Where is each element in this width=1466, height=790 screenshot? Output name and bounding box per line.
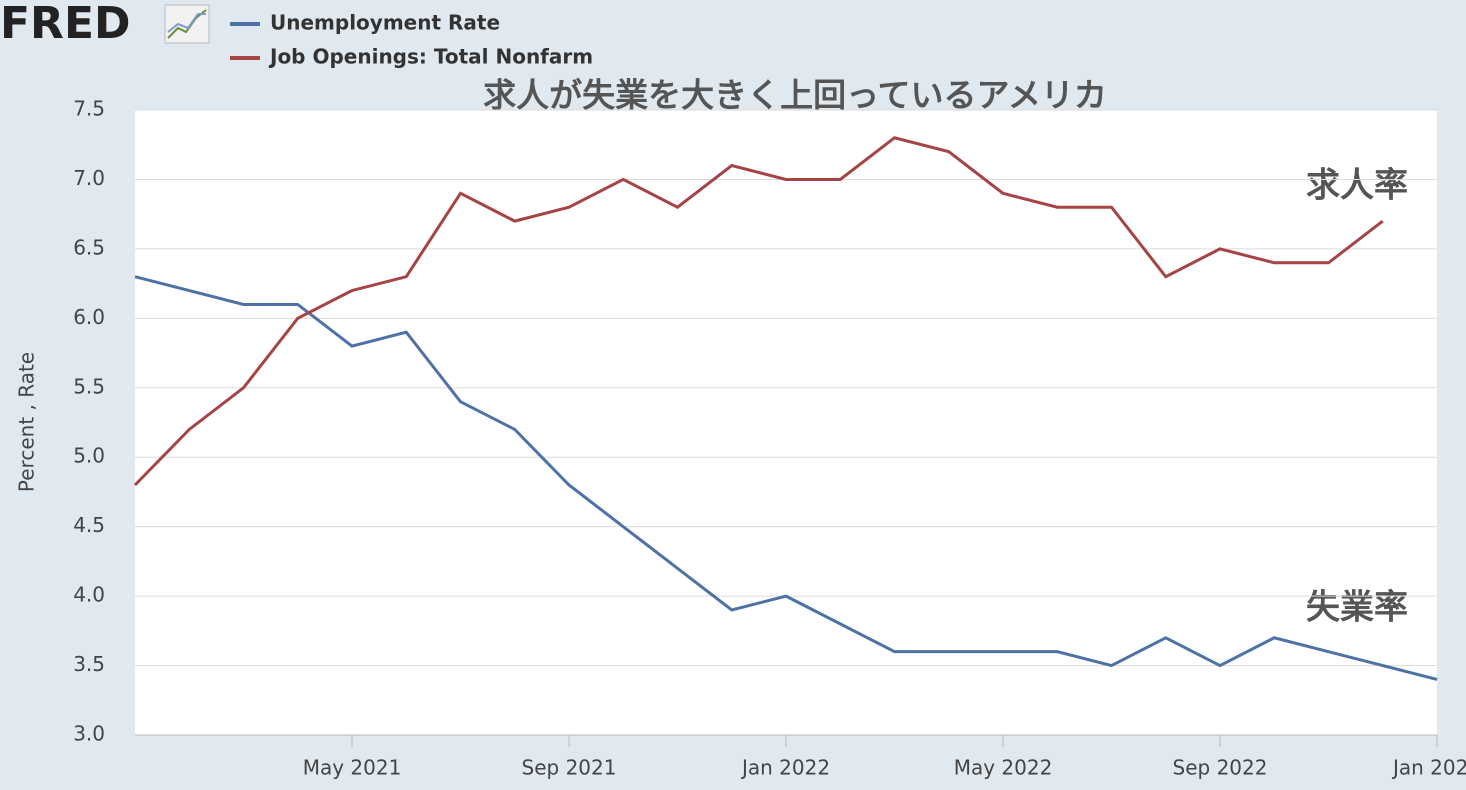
y-tick-label: 5.5 xyxy=(73,374,105,398)
x-tick-label: Jan 2023 xyxy=(1391,756,1466,780)
x-tick-label: Jan 2022 xyxy=(740,756,830,780)
x-tick-label: Sep 2022 xyxy=(1173,756,1268,780)
series-line xyxy=(134,275,1438,681)
x-tick-label: May 2022 xyxy=(954,756,1053,780)
legend-label: Unemployment Rate xyxy=(270,11,500,35)
y-tick-label: 5.0 xyxy=(73,444,105,468)
series-line xyxy=(133,136,1384,487)
y-tick-label: 6.5 xyxy=(73,235,105,259)
annotation: 求人率 xyxy=(1306,166,1408,206)
logo-icon xyxy=(164,4,210,44)
chart-title: 求人が失業を大きく上回っているアメリカ xyxy=(483,76,1107,115)
plot-area xyxy=(135,110,1437,735)
y-tick-label: 4.0 xyxy=(73,583,105,607)
y-tick-label: 7.5 xyxy=(73,97,105,121)
y-tick-label: 6.0 xyxy=(73,305,105,329)
y-axis-label: Percent , Rate xyxy=(15,352,39,492)
y-tick-label: 3.5 xyxy=(73,652,105,676)
x-tick-label: May 2021 xyxy=(303,756,402,780)
y-tick-label: 4.5 xyxy=(73,513,105,537)
y-tick-label: 3.0 xyxy=(73,722,105,746)
legend-label: Job Openings: Total Nonfarm xyxy=(268,45,593,69)
x-tick-label: Sep 2021 xyxy=(522,756,617,780)
y-tick-label: 7.0 xyxy=(73,166,105,190)
logo: FRED xyxy=(0,0,131,49)
annotation: 失業率 xyxy=(1306,588,1408,628)
